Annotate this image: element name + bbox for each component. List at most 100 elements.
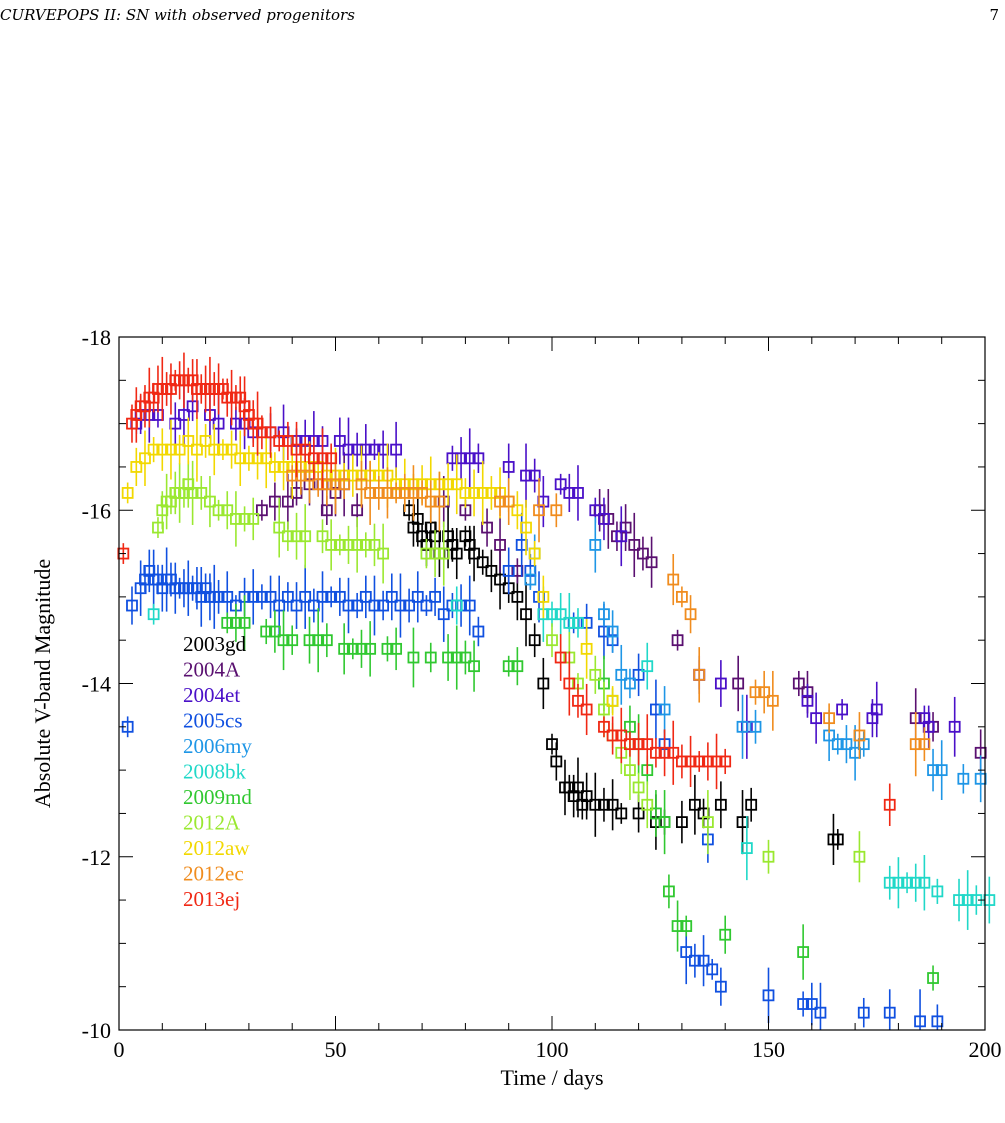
- data-point: [355, 478, 368, 491]
- data-point: [740, 842, 753, 854]
- series-2006my: [524, 517, 987, 803]
- data-point: [546, 634, 558, 647]
- data-point: [823, 712, 836, 725]
- data-point: [710, 755, 723, 768]
- data-point: [563, 487, 576, 499]
- data-point: [853, 850, 866, 863]
- data-point: [147, 443, 160, 456]
- data-point: [225, 443, 238, 456]
- data-point: [307, 599, 320, 612]
- data-point: [359, 590, 372, 603]
- data-point: [502, 564, 515, 577]
- data-point: [667, 746, 680, 759]
- data-point: [563, 616, 576, 629]
- data-point: [546, 608, 558, 621]
- data-point: [303, 634, 316, 647]
- data-point: [840, 738, 853, 751]
- data-point: [697, 954, 710, 967]
- data-point: [688, 954, 701, 967]
- data-point: [351, 599, 364, 612]
- running-header: CURVEPOPS II: SN with observed progenito…: [0, 6, 1005, 30]
- data-point: [909, 738, 922, 751]
- data-point: [273, 521, 286, 534]
- x-tick-label: 150: [752, 1037, 785, 1062]
- data-point: [390, 443, 403, 456]
- y-tick-label: -18: [82, 325, 111, 350]
- data-point: [316, 452, 329, 465]
- data-point: [368, 443, 381, 456]
- data-point: [948, 720, 961, 733]
- data-point: [476, 487, 489, 499]
- data-point: [424, 495, 437, 508]
- data-point: [281, 590, 294, 603]
- data-point: [831, 738, 844, 751]
- data-point: [485, 564, 498, 577]
- data-point: [892, 876, 905, 889]
- data-point: [242, 452, 255, 465]
- data-point: [615, 729, 628, 742]
- data-point: [299, 530, 312, 543]
- x-tick-label: 100: [536, 1037, 569, 1062]
- data-point: [931, 1015, 944, 1028]
- data-point: [927, 764, 939, 777]
- data-point: [407, 487, 420, 499]
- series-2003gd: [403, 491, 844, 865]
- data-point: [641, 660, 654, 673]
- data-point: [411, 590, 424, 603]
- series-2013ej: [117, 352, 896, 826]
- data-point: [918, 876, 931, 889]
- data-point: [433, 495, 446, 508]
- data-point: [650, 746, 662, 759]
- data-point: [351, 539, 364, 551]
- data-point: [831, 833, 844, 846]
- data-point: [333, 539, 346, 551]
- data-point: [606, 798, 619, 811]
- data-point: [749, 686, 762, 699]
- data-point: [247, 513, 260, 525]
- data-point: [563, 677, 576, 690]
- data-point: [693, 668, 706, 681]
- data-point: [676, 816, 688, 828]
- data-point: [342, 443, 355, 456]
- data-point: [281, 435, 294, 447]
- data-point: [416, 487, 429, 499]
- data-point: [927, 972, 939, 984]
- data-point: [264, 590, 277, 603]
- data-point: [901, 876, 913, 889]
- data-point: [429, 590, 441, 603]
- data-point: [528, 469, 541, 482]
- data-point: [641, 738, 654, 751]
- data-point: [268, 461, 281, 473]
- data-point: [641, 798, 654, 811]
- data-point: [299, 590, 312, 603]
- data-point: [403, 599, 416, 612]
- data-point: [606, 694, 619, 707]
- legend-entry: 2013ej: [183, 887, 240, 911]
- page-number: 7: [989, 6, 999, 24]
- data-point: [624, 738, 636, 751]
- data-point: [580, 642, 593, 655]
- data-point: [364, 642, 377, 655]
- data-point: [719, 928, 732, 941]
- data-point: [260, 452, 273, 465]
- data-point: [918, 738, 931, 751]
- data-point: [494, 573, 506, 586]
- data-point: [714, 980, 727, 993]
- data-point: [255, 504, 268, 517]
- data-point: [502, 461, 515, 473]
- data-point: [372, 487, 385, 499]
- data-point: [494, 539, 506, 551]
- data-point: [537, 590, 550, 603]
- data-point: [368, 599, 381, 612]
- data-point: [676, 590, 688, 603]
- data-point: [520, 608, 532, 621]
- data-point: [212, 590, 225, 603]
- data-point: [355, 642, 368, 655]
- data-point: [632, 781, 645, 794]
- data-point: [974, 772, 987, 785]
- data-point: [364, 487, 377, 499]
- data-point: [572, 487, 584, 499]
- data-point: [953, 894, 965, 906]
- x-tick-label: 0: [114, 1037, 125, 1062]
- data-point: [468, 487, 480, 499]
